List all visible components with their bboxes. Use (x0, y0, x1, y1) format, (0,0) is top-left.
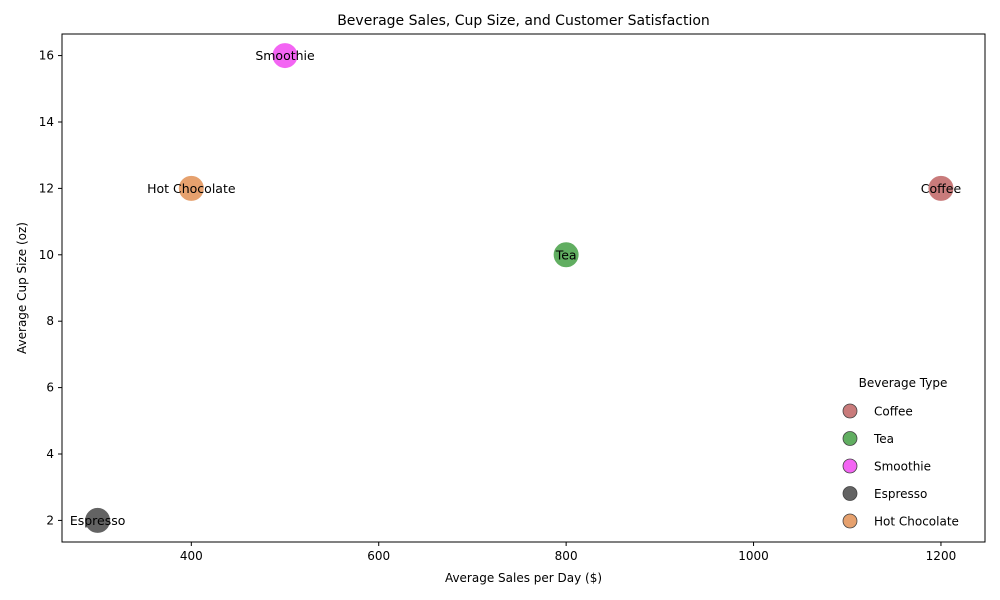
legend-marker (842, 486, 858, 501)
point-label: Hot Chocolate (147, 181, 236, 196)
y-tick-label: 12 (39, 181, 54, 195)
legend-entry-label: Tea (873, 432, 894, 446)
legend-entry-label: Smoothie (874, 460, 931, 474)
data-point (552, 241, 580, 269)
legend-entry-label: Coffee (874, 405, 913, 419)
legend: Beverage Type Coffee Tea Smoothie Espresso H… (842, 376, 959, 529)
y-tick-label: 8 (46, 314, 54, 328)
data-point (177, 174, 205, 202)
y-axis-label: Average Cup Size (oz) (15, 222, 29, 354)
legend-title: Beverage Type (859, 376, 948, 390)
data-point (927, 174, 955, 202)
legend-marker (842, 513, 858, 529)
y-tick-label: 10 (39, 248, 54, 262)
legend-marker (842, 458, 858, 474)
chart-title: Beverage Sales, Cup Size, and Customer S… (337, 13, 710, 29)
point-label: Coffee (921, 181, 962, 196)
data-point (84, 506, 112, 534)
y-tick-label: 2 (46, 513, 54, 527)
point-label: Espresso (70, 513, 126, 528)
legend-marker (842, 403, 858, 419)
x-axis-label: Average Sales per Day ($) (445, 571, 602, 585)
plot-frame (61, 33, 986, 543)
y-axis: 2 4 6 8 10 12 14 16 (39, 49, 62, 527)
legend-marker (842, 431, 858, 446)
point-label: Smoothie (255, 48, 315, 63)
y-tick-label: 4 (46, 447, 54, 461)
x-tick-label: 800 (555, 549, 578, 563)
y-tick-label: 16 (39, 49, 54, 63)
x-tick-label: 1200 (926, 549, 957, 563)
data-point (271, 42, 299, 70)
x-tick-label: 400 (180, 549, 203, 563)
legend-entry-label: Hot Chocolate (874, 515, 959, 529)
y-tick-label: 6 (46, 381, 54, 395)
y-tick-label: 14 (39, 115, 54, 129)
x-tick-label: 600 (367, 549, 390, 563)
x-tick-label: 1000 (738, 549, 769, 563)
plot-area: Coffee Tea Smoothie Espresso Hot Chocolate (70, 42, 962, 534)
legend-entry-label: Espresso (874, 487, 927, 501)
point-label: Tea (555, 247, 577, 262)
x-axis: 400 600 800 1000 1200 (180, 542, 956, 563)
